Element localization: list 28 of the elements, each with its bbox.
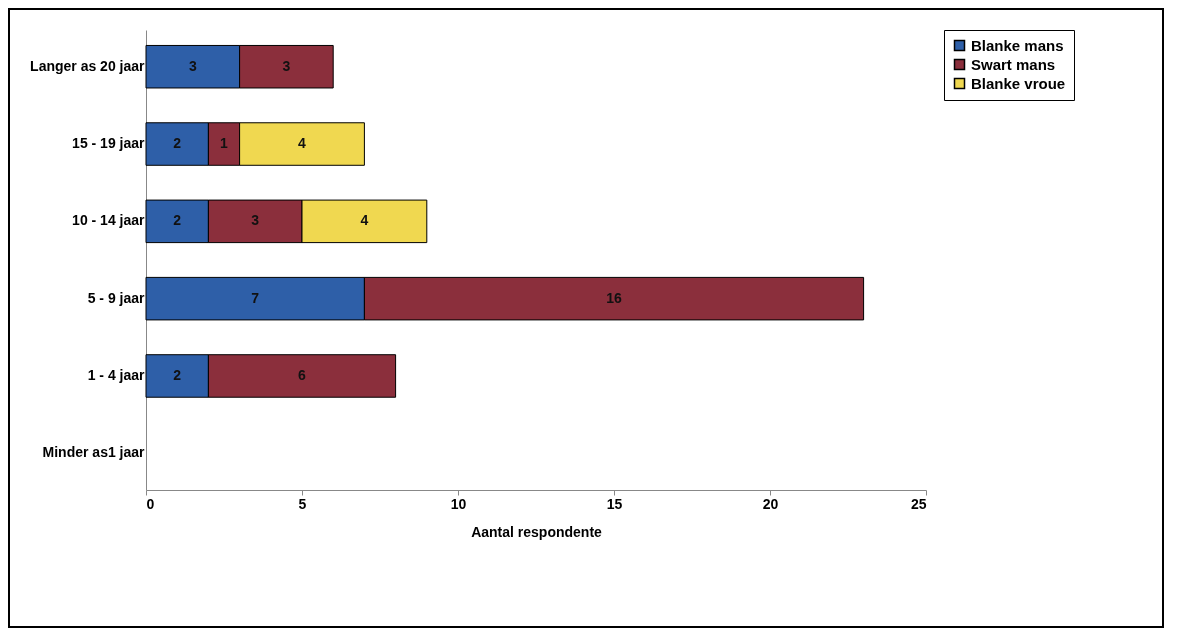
data-label: 4 [360, 212, 369, 229]
y-tick-label: 1 - 4 jaar [87, 366, 146, 383]
data-label: 4 [298, 135, 307, 152]
data-label: 2 [173, 366, 182, 383]
data-label: 6 [298, 366, 307, 383]
data-label: 7 [251, 289, 260, 306]
x-tick-label: 25 [910, 495, 927, 512]
y-tick-label: Langer as 20 jaar [30, 57, 146, 74]
x-tick-label: 0 [146, 495, 155, 512]
y-tick-label: Minder as1 jaar [42, 444, 146, 461]
data-label: 3 [251, 212, 260, 229]
x-tick-label: 5 [298, 495, 307, 512]
x-tick-label: 20 [762, 495, 779, 512]
x-tick-label: 15 [606, 495, 623, 512]
y-tick-label: 10 - 14 jaar [72, 212, 146, 229]
legend-label: Blanke mans [971, 36, 1064, 54]
y-tick-label: 5 - 9 jaar [87, 289, 146, 306]
legend-label: Swart mans [971, 55, 1056, 73]
y-tick-label: 15 - 19 jaar [72, 135, 146, 152]
data-label: 2 [173, 212, 182, 229]
data-label: 2 [173, 135, 182, 152]
legend-label: Blanke vroue [971, 74, 1066, 92]
data-label: 16 [606, 289, 622, 306]
data-label: 3 [282, 57, 291, 74]
data-label: 1 [220, 135, 229, 152]
data-label: 3 [188, 57, 197, 74]
x-tick-label: 10 [450, 495, 467, 512]
x-axis-title: Aantal respondente [471, 523, 603, 540]
